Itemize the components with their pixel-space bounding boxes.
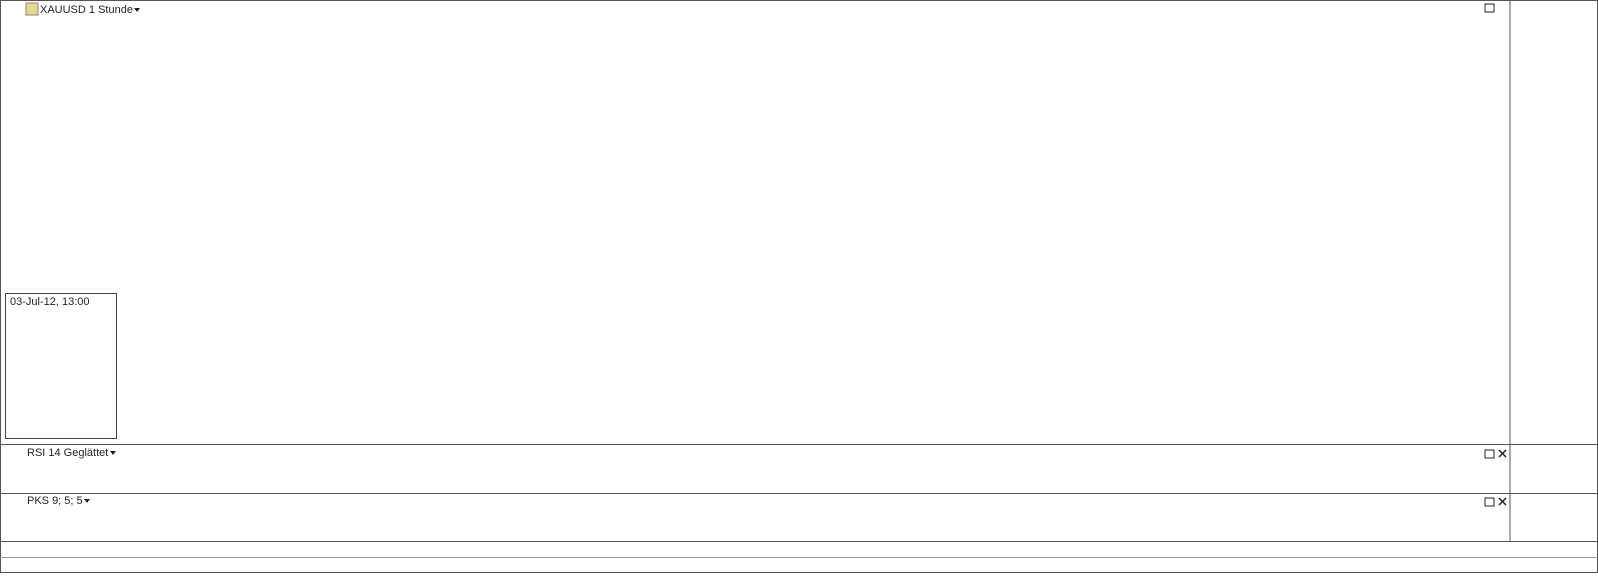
dropdown-arrow[interactable] [134, 8, 140, 12]
maximize-icon[interactable] [1484, 3, 1495, 13]
symbol-title[interactable]: XAUUSD 1 Stunde [40, 4, 133, 16]
indicator-title[interactable]: PKS 9; 5; 5 [27, 495, 83, 507]
info-box-frame [5, 293, 117, 439]
maximize-icon[interactable] [1484, 497, 1495, 507]
info-header: 03-Jul-12, 13:00 [10, 296, 90, 308]
maximize-icon[interactable] [1484, 449, 1495, 459]
dropdown-arrow[interactable] [110, 451, 116, 455]
dropdown-arrow[interactable] [84, 499, 90, 503]
indicator-title[interactable]: RSI 14 Geglättet [27, 447, 108, 459]
close-icon[interactable] [1498, 449, 1507, 458]
info-box: 03-Jul-12, 13:00 [5, 293, 117, 439]
close-icon[interactable] [1498, 497, 1507, 506]
symbol-icon[interactable] [25, 2, 39, 16]
